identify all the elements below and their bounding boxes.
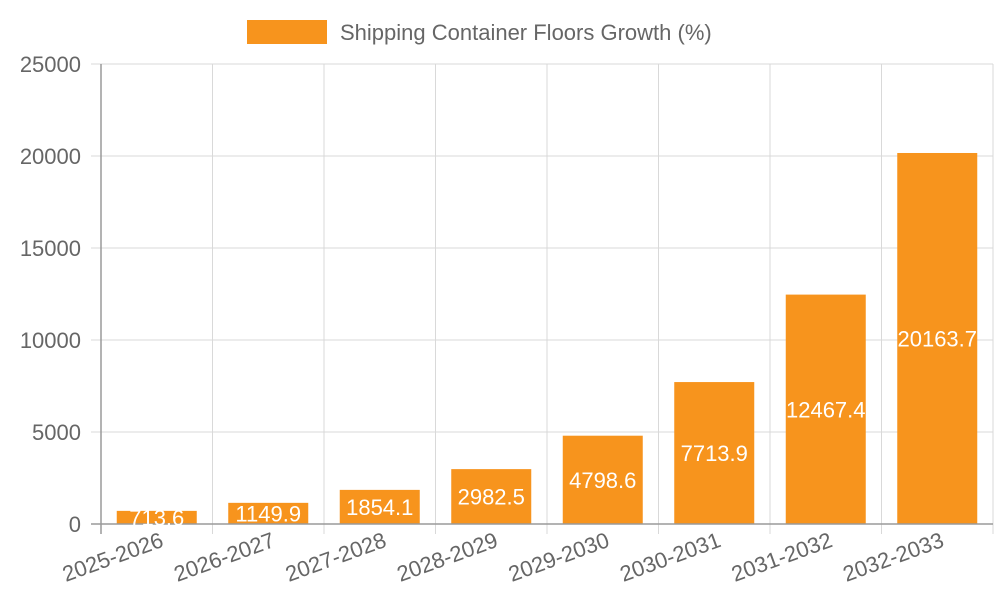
- bar-value-label: 4798.6: [569, 468, 636, 493]
- x-tick-label: 2026-2027: [171, 527, 278, 586]
- legend-swatch[interactable]: [247, 20, 327, 44]
- x-tick-label: 2032-2033: [840, 527, 947, 586]
- y-tick-label: 5000: [32, 420, 81, 445]
- y-tick-label: 15000: [20, 236, 81, 261]
- bar-value-label: 1149.9: [235, 501, 301, 526]
- y-tick-label: 0: [69, 512, 81, 537]
- bar-value-label: 2982.5: [458, 485, 525, 510]
- bar-2026-2027[interactable]: [228, 502, 309, 524]
- bar-2025-2026[interactable]: [116, 510, 197, 524]
- bar-value-label: 12467.4: [786, 397, 866, 422]
- bar-2029-2030[interactable]: [562, 435, 643, 524]
- bar-value-label: 20163.7: [897, 326, 977, 351]
- grid-layer: [91, 63, 994, 534]
- bar-value-label: 7713.9: [681, 441, 748, 466]
- bar-value-label: 1854.1: [346, 495, 413, 520]
- bar-2030-2031[interactable]: [674, 382, 755, 524]
- x-tick-label: 2030-2031: [617, 527, 724, 586]
- x-tick-label: 2031-2032: [728, 527, 835, 586]
- bar-value-label: 713.6: [129, 505, 184, 530]
- axes-layer: [91, 64, 993, 534]
- bar-2028-2029[interactable]: [451, 469, 532, 524]
- bar-2027-2028[interactable]: [339, 489, 420, 524]
- y-tick-label: 25000: [20, 52, 81, 77]
- legend-label[interactable]: Shipping Container Floors Growth (%): [340, 20, 712, 45]
- y-tick-label: 10000: [20, 328, 81, 353]
- legend[interactable]: Shipping Container Floors Growth (%): [247, 20, 712, 45]
- x-tick-label: 2027-2028: [282, 527, 389, 586]
- y-tick-label: 20000: [20, 144, 81, 169]
- bars-layer: [116, 152, 978, 524]
- x-tick-label: 2029-2030: [505, 527, 612, 586]
- bar-2032-2033[interactable]: [897, 152, 978, 524]
- bar-2031-2032[interactable]: [785, 294, 866, 524]
- x-tick-label: 2028-2029: [394, 527, 501, 586]
